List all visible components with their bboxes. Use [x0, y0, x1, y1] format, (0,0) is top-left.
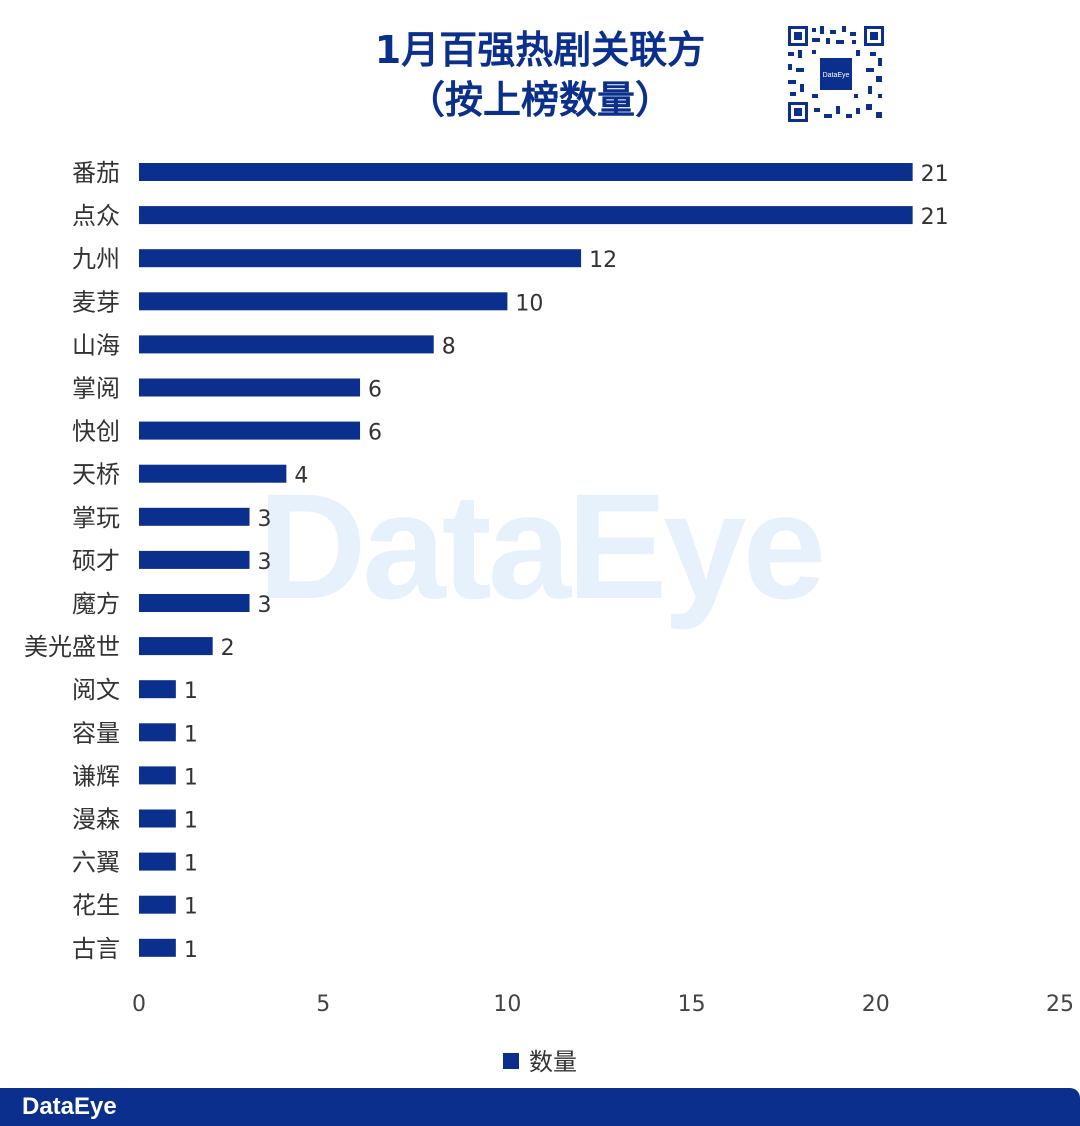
category-label: 快创 — [72, 418, 120, 446]
data-label: 6 — [368, 378, 382, 403]
bar — [139, 163, 913, 181]
data-label: 1 — [184, 938, 198, 963]
chart-title-line-1: 1月百强热剧关联方 — [374, 28, 706, 72]
bar — [139, 464, 287, 483]
bar — [139, 680, 176, 699]
category-label: 花生 — [72, 892, 120, 920]
data-label: 12 — [589, 248, 617, 273]
data-label: 8 — [442, 334, 456, 359]
category-label: 古言 — [72, 935, 120, 963]
bar — [139, 637, 213, 656]
category-label: 掌阅 — [72, 375, 120, 403]
bar — [139, 378, 361, 397]
legend-label: 数量 — [529, 1048, 577, 1076]
bar — [139, 594, 250, 612]
data-label: 1 — [184, 852, 198, 877]
data-label: 6 — [368, 421, 382, 446]
bar — [139, 852, 176, 871]
data-label: 3 — [258, 550, 272, 575]
category-label: 阅文 — [72, 676, 120, 704]
x-tick-label: 15 — [678, 992, 706, 1017]
bar — [139, 206, 913, 225]
qr-code-icon: DataEye — [786, 24, 886, 124]
data-label: 1 — [184, 809, 198, 834]
x-tick-label: 0 — [132, 992, 146, 1017]
category-label: 硕才 — [72, 547, 120, 575]
bar — [139, 292, 508, 311]
data-label: 3 — [258, 593, 272, 618]
bar — [139, 507, 250, 526]
x-tick-label: 25 — [1046, 992, 1074, 1017]
data-label: 1 — [184, 895, 198, 920]
data-label: 21 — [921, 205, 949, 230]
category-label: 漫森 — [72, 806, 120, 834]
chart-title-line-2: （按上榜数量） — [406, 78, 673, 122]
data-label: 1 — [184, 679, 198, 704]
category-label: 掌玩 — [72, 504, 120, 532]
category-label: 美光盛世 — [24, 633, 120, 661]
data-label: 21 — [921, 162, 949, 187]
data-label: 2 — [221, 636, 235, 661]
watermark: DataEye — [258, 462, 826, 630]
category-label: 六翼 — [72, 849, 120, 877]
qr-center-label: DataEye — [823, 72, 850, 79]
bar — [139, 335, 434, 354]
legend: 数量 — [0, 1042, 1080, 1077]
data-label: 1 — [184, 765, 198, 790]
bar — [139, 249, 582, 268]
data-label: 1 — [184, 722, 198, 747]
category-label: 番茄 — [72, 159, 120, 187]
bar — [139, 766, 176, 785]
category-label: 天桥 — [72, 461, 120, 489]
x-tick-label: 10 — [493, 992, 521, 1017]
bar — [139, 938, 176, 957]
category-label: 谦辉 — [72, 762, 120, 790]
bar — [139, 723, 176, 742]
category-label: 魔方 — [72, 590, 120, 618]
data-label: 10 — [515, 291, 543, 316]
category-label: 点众 — [72, 202, 120, 230]
footer-bar: DataEye — [0, 1088, 1080, 1126]
bar — [139, 809, 176, 828]
category-label: 容量 — [72, 719, 120, 747]
legend-swatch — [503, 1053, 519, 1069]
x-tick-label: 5 — [316, 992, 330, 1017]
x-tick-label: 20 — [862, 992, 890, 1017]
category-label: 麦芽 — [72, 288, 120, 316]
footer-brand: DataEye — [22, 1093, 117, 1120]
bar — [139, 550, 250, 569]
data-label: 4 — [294, 464, 308, 489]
data-label: 3 — [258, 507, 272, 532]
category-label: 九州 — [72, 245, 120, 273]
bar — [139, 421, 361, 440]
bar — [139, 895, 176, 914]
category-label: 山海 — [72, 331, 120, 359]
